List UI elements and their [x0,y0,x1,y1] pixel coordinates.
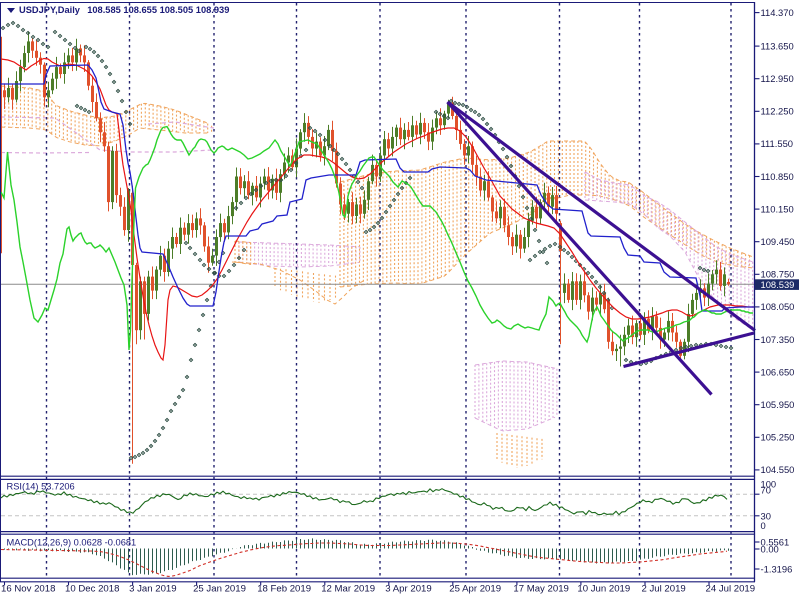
svg-text:0: 0 [761,520,766,531]
svg-text:12 Mar 2019: 12 Mar 2019 [321,584,375,595]
svg-text:10 Jun 2019: 10 Jun 2019 [577,584,630,595]
svg-text:0.00: 0.00 [761,544,779,555]
svg-text:113.650: 113.650 [761,40,794,51]
svg-text:100: 100 [761,478,777,489]
svg-text:111.550: 111.550 [761,138,794,149]
svg-text:17 May 2019: 17 May 2019 [513,584,568,595]
svg-text:30: 30 [761,510,771,521]
svg-text:MACD(12,26,9) 0.0628 -0.0681: MACD(12,26,9) 0.0628 -0.0681 [7,538,137,548]
svg-text:106.650: 106.650 [761,366,795,377]
svg-text:107.350: 107.350 [761,334,795,345]
svg-text:24 Jul 2019: 24 Jul 2019 [706,584,756,595]
svg-text:114.370: 114.370 [761,7,794,18]
svg-text:70: 70 [761,485,771,496]
svg-text:3 Jan 2019: 3 Jan 2019 [129,584,176,595]
svg-text:110.850: 110.850 [761,171,794,182]
svg-text:108.750: 108.750 [761,269,795,280]
svg-text:RSI(14) 53.7206: RSI(14) 53.7206 [7,481,75,491]
svg-text:25 Apr 2019: 25 Apr 2019 [449,584,501,595]
svg-text:3 Apr 2019: 3 Apr 2019 [385,584,431,595]
svg-text:-1.3196: -1.3196 [761,564,793,575]
svg-text:104.550: 104.550 [761,464,795,475]
svg-text:109.450: 109.450 [761,236,795,247]
svg-text:108.050: 108.050 [761,301,795,312]
svg-text:USDJPY,Daily 108.585 108.655: USDJPY,Daily 108.585 108.655 108.505 108… [19,5,229,15]
svg-text:112.950: 112.950 [761,73,794,84]
svg-text:108.539: 108.539 [761,279,795,290]
svg-text:10 Dec 2018: 10 Dec 2018 [65,584,119,595]
svg-text:105.250: 105.250 [761,432,795,443]
svg-text:110.150: 110.150 [761,203,794,214]
svg-text:16 Nov 2018: 16 Nov 2018 [1,584,55,595]
svg-text:0.5561: 0.5561 [761,537,790,548]
svg-text:2 Jul 2019: 2 Jul 2019 [642,584,686,595]
svg-text:25 Jan 2019: 25 Jan 2019 [193,584,246,595]
svg-text:105.950: 105.950 [761,399,795,410]
svg-text:18 Feb 2019: 18 Feb 2019 [257,584,311,595]
svg-text:112.250: 112.250 [761,106,794,117]
